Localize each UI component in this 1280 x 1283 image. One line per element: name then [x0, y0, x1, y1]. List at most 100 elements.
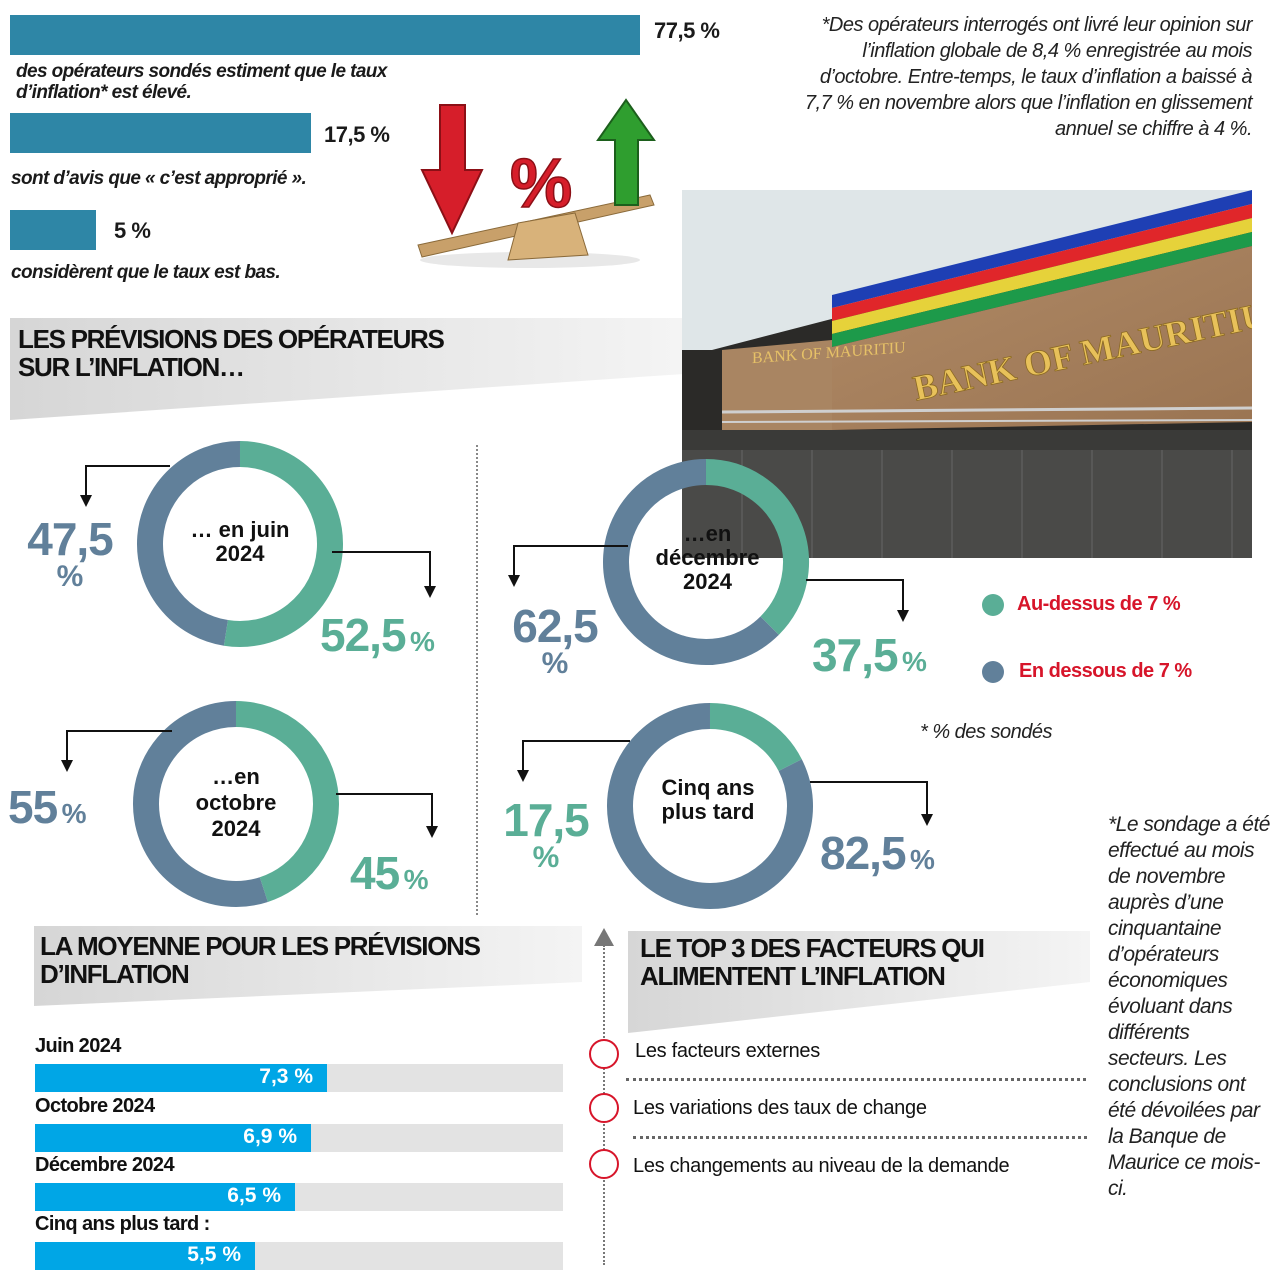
donut-cinq-ans-above-unit: %: [532, 841, 560, 874]
legend-above-dot: [982, 594, 1004, 616]
average-value-1: 7,3 %: [259, 1065, 313, 1088]
donut-cinq-ans-below-unit: %: [909, 844, 935, 875]
donut-cinq-ans-above-value: 17,5: [503, 794, 590, 846]
donut-cinq-ans-below-slice: [607, 703, 813, 909]
donut-juin-below-slice: [137, 441, 241, 646]
average-bar-4: [35, 1242, 255, 1270]
donut-octobre-leader-2: [336, 793, 433, 836]
legend-below-label: En dessous de 7 %: [1019, 660, 1192, 682]
opinion-value-appropriate: 17,5 %: [324, 122, 390, 147]
donut-juin-below-label: 47,5 %: [20, 513, 120, 593]
donut-cinq-ans-above-slice: [709, 703, 802, 772]
inflation-footnote: *Des opérateurs interrogés ont livré leu…: [804, 14, 1253, 140]
donut-cinq-ans-arrowhead-1: [517, 770, 529, 782]
factor-1: Les facteurs externes: [635, 1040, 820, 1062]
factor-divider-2: [633, 1136, 1087, 1139]
donut-decembre-above-label: 37,5 %: [812, 628, 927, 682]
donut-cinq-ans-below-label: 82,5 %: [820, 826, 935, 880]
average-value-2: 6,9 %: [243, 1125, 297, 1148]
factor-2-bullet: [589, 1093, 619, 1123]
legend-above-label: Au-dessus de 7 %: [1017, 593, 1181, 615]
donut-decembre-above-unit: %: [901, 646, 927, 677]
donut-cinq-ans-leader-2: [810, 781, 928, 824]
average-label-4: Cinq ans plus tard :: [35, 1213, 210, 1235]
donut-decembre-arrowhead-2: [897, 610, 909, 622]
donut-decembre-above-slice: [705, 459, 809, 635]
opinion-bar-low: [10, 210, 96, 250]
factors-title-line2: ALIMENTENT L’INFLATION: [640, 961, 946, 991]
donut-decembre-line2: décembre: [655, 545, 760, 570]
average-title-line2: D’INFLATION: [40, 959, 190, 989]
donut-decembre-leader-2: [806, 579, 904, 620]
donut-decembre-below-label: 62,5 %: [500, 602, 610, 679]
percent-symbol: %: [510, 144, 572, 222]
donut-octobre-arrowhead-1: [61, 760, 73, 772]
donut-juin-below-unit: %: [56, 560, 84, 593]
opinion-value-low: 5 %: [114, 218, 151, 243]
arrow-down-icon: [420, 104, 484, 236]
donut-octobre-above-unit: %: [403, 864, 429, 895]
donut-octobre-arrowhead-2: [426, 826, 438, 838]
donut-cinq-ans-leader-1: [522, 740, 630, 780]
donut-juin-center: … en juin 2024: [170, 518, 310, 566]
arrow-up-icon: [596, 98, 656, 206]
average-label-3: Décembre 2024: [35, 1154, 175, 1176]
donut-octobre-above-label: 45 %: [350, 846, 429, 900]
factors-title-line1: LE TOP 3 DES FACTEURS QUI: [640, 933, 985, 963]
donut-juin-above-slice: [223, 441, 343, 647]
donut-juin-line1: … en juin: [190, 517, 290, 542]
donut-juin-arrowhead-2: [424, 586, 436, 598]
opinion-caption-appropriate: sont d’avis que « c’est approprié ».: [11, 168, 307, 189]
legend-note: * % des sondés: [920, 721, 1052, 743]
donut-decembre-above-value: 37,5: [812, 629, 899, 681]
average-title-line1: LA MOYENNE POUR LES PRÉVISIONS: [40, 931, 481, 961]
donut-juin-below-value: 47,5: [27, 513, 114, 565]
forecast-title-line2: SUR L’INFLATION…: [18, 352, 245, 382]
average-value-3: 6,5 %: [227, 1184, 281, 1207]
average-label-1: Juin 2024: [35, 1035, 121, 1057]
donut-octobre-below-label: 55 %: [8, 780, 87, 834]
donut-juin-above-label: 52,5 %: [320, 608, 435, 662]
factor-3-bullet: [589, 1149, 619, 1179]
average-bar-3: [35, 1183, 295, 1211]
factor-2: Les variations des taux de change: [633, 1097, 927, 1119]
donut-octobre-line3: 2024: [211, 816, 261, 841]
opinion-caption-high: des opérateurs sondés estiment que le ta…: [16, 61, 387, 103]
donut-decembre-arrowhead-1: [508, 575, 520, 587]
donut-octobre-below-slice: [133, 701, 268, 907]
donut-cinq-ans-center: Cinq ans plus tard: [638, 776, 778, 824]
factor-3: Les changements au niveau de la demande: [633, 1155, 1010, 1177]
donut-decembre-line3: 2024: [683, 569, 732, 594]
donut-cinq-ans-line1: Cinq ans: [661, 775, 755, 800]
donut-cinq-ans-line2: plus tard: [661, 799, 755, 824]
donut-juin-leader-2: [332, 551, 431, 596]
legend-below-dot: [982, 661, 1004, 683]
factor-1-bullet: [589, 1039, 619, 1069]
donut-octobre-leader-1: [66, 730, 172, 770]
donut-cinq-ans-above-label: 17,5 %: [496, 794, 596, 874]
donut-decembre-line1: …en: [683, 521, 732, 546]
donut-juin-leader-1: [85, 465, 170, 505]
donut-juin-arrowhead-1: [80, 495, 92, 507]
column-divider: [476, 445, 478, 915]
opinion-bar-high: [10, 15, 640, 55]
donut-octobre-center: …en octobre 2024: [166, 764, 306, 842]
donut-octobre-below-unit: %: [61, 798, 87, 829]
donut-octobre-above-slice: [235, 701, 339, 902]
factor-divider-1: [626, 1078, 1086, 1081]
survey-note: *Le sondage a été effectué au mois de no…: [1108, 813, 1270, 1200]
opinion-bar-appropriate: [10, 113, 311, 153]
donut-cinq-ans-arrowhead-2: [921, 814, 933, 826]
up-arrow-icon: [594, 928, 614, 946]
donut-juin-above-value: 52,5: [320, 609, 407, 661]
donut-juin-above-unit: %: [409, 626, 435, 657]
donut-decembre-leader-1: [513, 545, 628, 585]
donut-octobre-above-value: 45: [350, 847, 400, 899]
donut-cinq-ans-below-value: 82,5: [820, 827, 907, 879]
donut-decembre-below-slice: [603, 459, 779, 665]
opinion-value-high: 77,5 %: [654, 18, 720, 43]
opinion-caption-low: considèrent que le taux est bas.: [11, 262, 281, 283]
average-bar-2: [35, 1124, 311, 1152]
donut-octobre-below-value: 55: [8, 781, 58, 833]
seesaw-illustration: %: [417, 98, 656, 268]
